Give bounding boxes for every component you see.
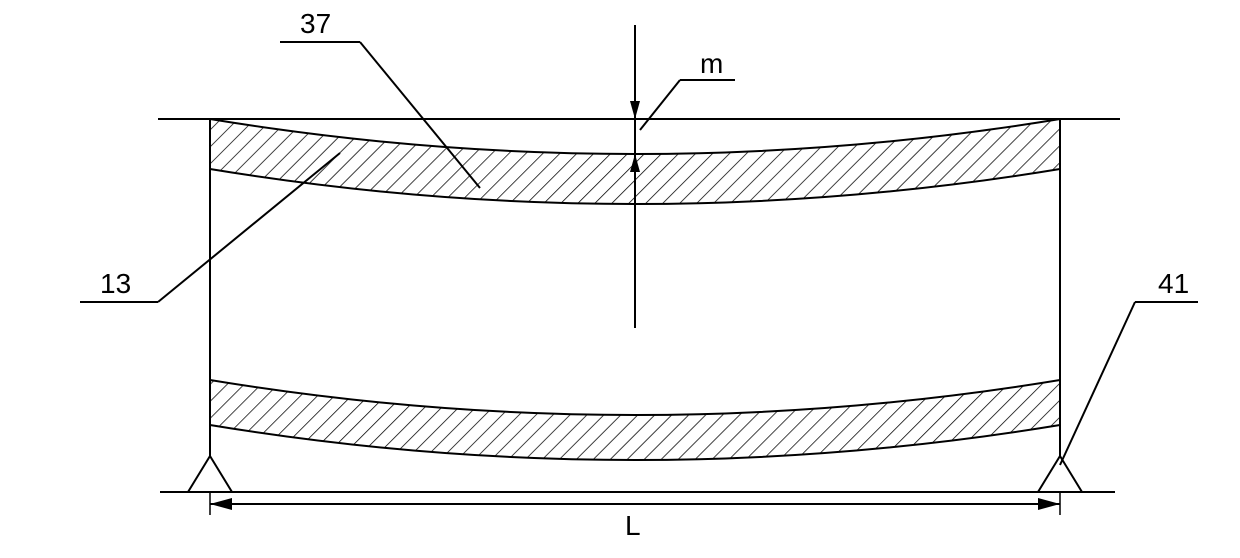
label-37: 37	[300, 8, 331, 40]
top-beam-band	[200, 110, 1080, 250]
diagram-svg	[0, 0, 1240, 558]
label-m: m	[700, 48, 723, 80]
label-41: 41	[1158, 268, 1189, 300]
label-L: L	[625, 510, 641, 542]
leader-m	[640, 80, 735, 130]
left-support	[188, 456, 232, 492]
bottom-beam-band	[200, 370, 1080, 510]
label-13: 13	[100, 268, 131, 300]
right-support	[1038, 456, 1082, 492]
leader-41	[1060, 302, 1198, 465]
diagram-root: 37 13 41 m L	[0, 0, 1240, 558]
